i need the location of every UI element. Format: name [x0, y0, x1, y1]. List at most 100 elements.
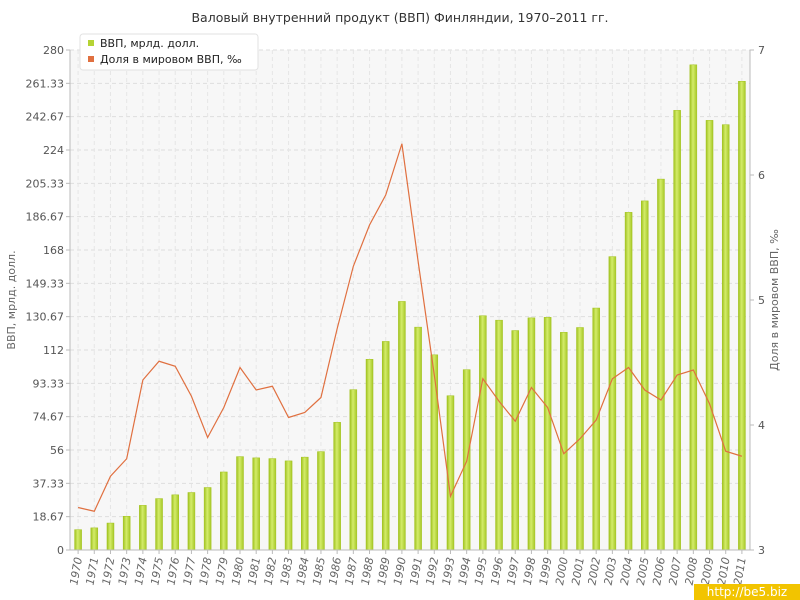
x-tick-label: 2000	[553, 556, 571, 586]
y-tick-label: 149.33	[26, 277, 65, 290]
gdp-bar-2010	[721, 124, 730, 551]
y2-tick-label: 5	[758, 294, 765, 307]
x-tick-label: 2009	[699, 556, 717, 586]
y-tick-label: 205.33	[26, 177, 65, 190]
x-tick-label: 1991	[407, 556, 425, 586]
y-tick-label: 0	[57, 544, 64, 557]
x-tick-label: 1974	[132, 556, 150, 586]
y-tick-label: 186.67	[26, 211, 65, 224]
x-axis-ticks: 1970197119721973197419751976197719781979…	[67, 550, 749, 586]
x-tick-label: 1987	[343, 556, 361, 586]
gdp-bars	[74, 64, 746, 551]
x-tick-label: 2003	[602, 556, 620, 586]
gdp-bar-2002	[592, 307, 600, 551]
gdp-bar-1977	[187, 492, 196, 551]
gdp-bar-1985	[317, 451, 325, 551]
gdp-bar-2007	[673, 110, 681, 551]
gdp-bar-1997	[511, 330, 519, 551]
plot-area	[70, 50, 750, 550]
watermark: http://be5.biz	[694, 584, 800, 600]
x-tick-label: 1988	[359, 556, 377, 586]
x-tick-label: 1979	[213, 556, 231, 586]
x-tick-label: 1982	[262, 556, 280, 586]
x-tick-label: 1981	[245, 556, 263, 586]
x-tick-label: 1970	[67, 556, 85, 586]
x-tick-label: 2011	[731, 556, 749, 586]
x-tick-label: 1998	[521, 556, 539, 586]
legend-box	[79, 33, 259, 71]
legend-swatch-gdp	[88, 40, 94, 46]
x-tick-label: 1976	[165, 556, 183, 586]
y-tick-label: 74.67	[33, 411, 65, 424]
gdp-bar-1996	[495, 319, 503, 551]
watermark-text: http://be5.biz	[707, 585, 787, 599]
gdp-bar-1993	[446, 395, 455, 551]
gdp-bar-1980	[236, 456, 244, 551]
x-tick-label: 1978	[197, 556, 215, 586]
gdp-bar-1973	[122, 516, 131, 551]
y-tick-label: 56	[50, 444, 64, 457]
y-tick-label: 37.33	[33, 477, 65, 490]
x-tick-label: 1992	[424, 556, 442, 586]
x-tick-label: 1977	[181, 556, 199, 586]
gdp-bar-2004	[624, 212, 633, 551]
gdp-bar-1988	[365, 359, 374, 551]
x-tick-label: 1972	[100, 556, 118, 586]
gdp-bar-2006	[657, 178, 665, 551]
y-tick-label: 18.67	[33, 511, 65, 524]
gdp-bar-1995	[479, 315, 487, 551]
gdp-bar-1970	[74, 529, 82, 551]
gdp-bar-2003	[608, 256, 617, 551]
y2-tick-label: 3	[758, 544, 765, 557]
x-tick-label: 2005	[634, 556, 652, 586]
y2-axis-ticks: 3 4 5 6 7	[750, 44, 765, 557]
y2-tick-label: 6	[758, 169, 765, 182]
x-tick-label: 1997	[505, 556, 523, 586]
y2-tick-label: 7	[758, 44, 765, 57]
gdp-bar-1999	[543, 317, 552, 551]
x-tick-label: 2008	[683, 556, 701, 586]
y-axis-ticks: 0 18.67 37.33 56 74.67 93.33 112 130.67 149.33 16…	[26, 44, 70, 557]
y-tick-label: 280	[43, 44, 64, 57]
gdp-bar-1978	[203, 487, 212, 551]
y-tick-label: 93.33	[33, 377, 65, 390]
x-tick-label: 2007	[666, 556, 684, 586]
x-tick-label: 1973	[116, 556, 134, 586]
gdp-bar-2008	[689, 64, 698, 551]
x-tick-label: 2010	[715, 556, 733, 586]
gdp-bar-1989	[381, 341, 390, 551]
gdp-bar-2000	[560, 332, 568, 551]
gdp-bar-1990	[398, 301, 406, 551]
gdp-bar-1991	[414, 326, 422, 551]
x-tick-label: 1990	[391, 556, 409, 586]
x-tick-label: 2001	[569, 556, 587, 586]
legend-swatch-share	[88, 56, 94, 62]
x-tick-label: 1983	[278, 556, 296, 586]
legend-label-gdp: ВВП, мрлд. долл.	[100, 37, 199, 50]
gdp-bar-1984	[301, 456, 309, 551]
y2-tick-label: 4	[758, 419, 765, 432]
x-tick-label: 2004	[618, 556, 636, 586]
world-share-line	[77, 143, 743, 512]
gdp-bar-1992	[430, 354, 439, 551]
x-tick-label: 1975	[148, 556, 166, 586]
gdp-bar-1976	[171, 494, 179, 551]
gdp-bar-2005	[641, 200, 649, 551]
y-tick-label: 261.33	[26, 77, 65, 90]
y-axis-title: ВВП, мрлд. долл.	[5, 250, 18, 349]
gdp-bar-1986	[333, 422, 341, 551]
x-tick-label: 1999	[537, 556, 555, 586]
gdp-bar-2011	[738, 81, 746, 551]
x-tick-label: 1985	[310, 556, 328, 586]
chart-title: Валовый внутренний продукт (ВВП) Финлянд…	[191, 10, 608, 25]
x-tick-label: 2002	[585, 556, 603, 586]
gdp-bar-1972	[106, 522, 115, 551]
gdp-bar-1975	[155, 498, 163, 551]
y2-axis-title: Доля в мировом ВВП, ‰	[768, 229, 781, 371]
x-tick-label: 1986	[326, 556, 344, 586]
watermark-badge	[694, 584, 800, 600]
x-tick-label: 2006	[650, 556, 668, 586]
gdp-bar-1987	[349, 389, 358, 551]
y-tick-label: 242.67	[26, 111, 65, 124]
